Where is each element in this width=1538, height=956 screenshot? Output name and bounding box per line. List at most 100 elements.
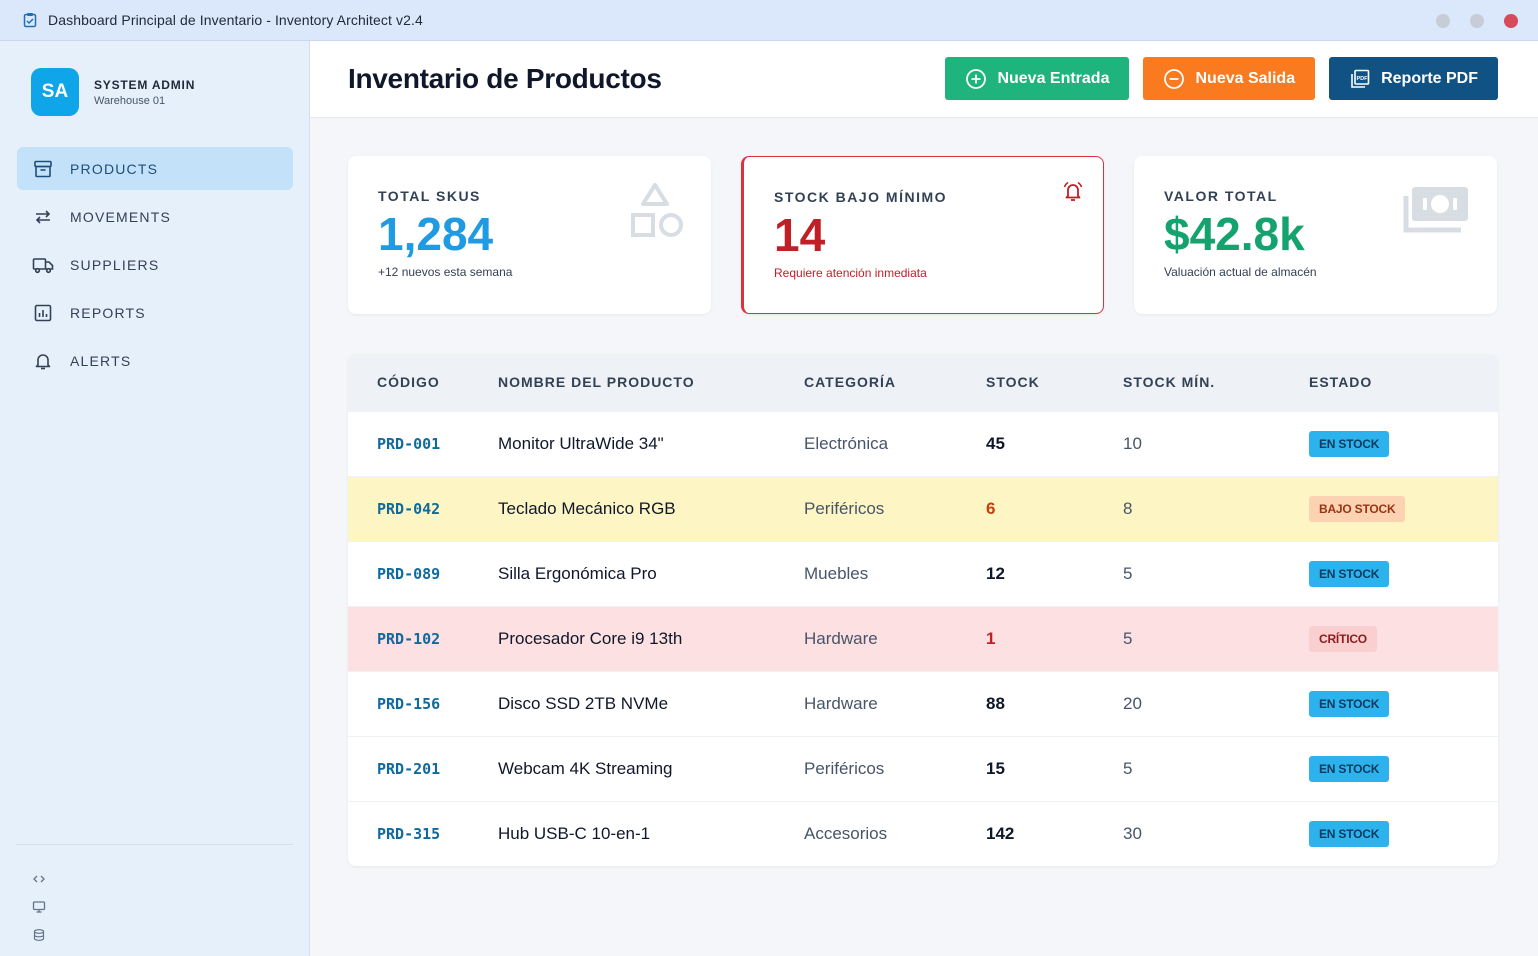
status-badge: EN STOCK	[1309, 560, 1390, 587]
status-badge: EN STOCK	[1309, 690, 1390, 717]
pdf-report-button[interactable]: PDF Reporte PDF	[1329, 57, 1498, 100]
status-badge: EN STOCK	[1309, 820, 1390, 847]
product-code[interactable]: PRD-156	[377, 694, 441, 713]
total-value-card[interactable]: VALOR TOTAL $42.8k Valuación actual de a…	[1134, 156, 1497, 314]
code-icon[interactable]	[32, 865, 293, 893]
total-skus-card[interactable]: TOTAL SKUS 1,284 +12 nuevos esta semana	[348, 156, 711, 314]
database-icon[interactable]	[32, 921, 293, 949]
product-name: Disco SSD 2TB NVMe	[498, 670, 804, 736]
sidebar-item-alerts[interactable]: ALERTS	[17, 339, 293, 382]
table-header-row: CÓDIGO NOMBRE DEL PRODUCTO CATEGORÍA STO…	[348, 354, 1498, 411]
product-min-stock: 5	[1123, 605, 1309, 671]
column-header-code[interactable]: CÓDIGO	[348, 354, 498, 411]
user-profile[interactable]: SA SYSTEM ADMIN Warehouse 01	[0, 41, 309, 125]
product-min-stock: 30	[1123, 800, 1309, 866]
bell-icon	[32, 350, 54, 372]
card-value: 1,284	[378, 208, 494, 260]
window-title: Dashboard Principal de Inventario - Inve…	[48, 12, 423, 28]
minimize-button[interactable]	[1436, 14, 1450, 28]
product-min-stock: 5	[1123, 735, 1309, 801]
sidebar-item-products[interactable]: PRODUCTS	[17, 147, 293, 190]
sidebar-item-movements[interactable]: MOVEMENTS	[17, 195, 293, 238]
product-code[interactable]: PRD-089	[377, 564, 441, 583]
sidebar-item-label: MOVEMENTS	[70, 208, 172, 225]
card-subtext: +12 nuevos esta semana	[378, 265, 513, 280]
table-row[interactable]: PRD-089 Silla Ergonómica Pro Muebles 12 …	[348, 540, 1498, 606]
product-name: Teclado Mecánico RGB	[498, 475, 804, 541]
minus-circle-icon	[1163, 68, 1185, 90]
pdf-report-label: Reporte PDF	[1381, 69, 1478, 87]
product-category: Accesorios	[804, 800, 986, 866]
sidebar-footer	[16, 844, 293, 949]
product-name: Hub USB-C 10-en-1	[498, 800, 804, 866]
product-name: Monitor UltraWide 34"	[498, 410, 804, 476]
sidebar-item-suppliers[interactable]: SUPPLIERS	[17, 243, 293, 286]
table-row[interactable]: PRD-001 Monitor UltraWide 34" Electrónic…	[348, 410, 1498, 476]
header-actions: Nueva Entrada Nueva Salida PDF Reporte P…	[945, 57, 1498, 100]
table-row[interactable]: PRD-156 Disco SSD 2TB NVMe Hardware 88 2…	[348, 670, 1498, 736]
sidebar-item-reports[interactable]: REPORTS	[17, 291, 293, 334]
status-badge: EN STOCK	[1309, 430, 1390, 457]
product-name: Silla Ergonómica Pro	[498, 540, 804, 606]
column-header-min-stock[interactable]: STOCK MÍN.	[1123, 354, 1309, 411]
card-value: 14	[774, 209, 826, 261]
alarm-bell-icon	[1061, 179, 1085, 208]
status-badge: BAJO STOCK	[1309, 495, 1406, 522]
new-entry-label: Nueva Entrada	[997, 69, 1110, 87]
user-location: Warehouse 01	[94, 94, 166, 107]
svg-text:PDF: PDF	[1357, 76, 1369, 82]
product-min-stock: 10	[1123, 410, 1309, 476]
low-stock-card[interactable]: STOCK BAJO MÍNIMO 14 Requiere atención i…	[741, 156, 1104, 314]
product-category: Periféricos	[804, 735, 986, 801]
product-stock: 142	[986, 800, 1123, 866]
card-label: TOTAL SKUS	[378, 188, 481, 204]
column-header-name[interactable]: NOMBRE DEL PRODUCTO	[498, 354, 804, 411]
product-code[interactable]: PRD-315	[377, 824, 441, 843]
table-row[interactable]: PRD-201 Webcam 4K Streaming Periféricos …	[348, 735, 1498, 801]
status-badge: EN STOCK	[1309, 755, 1390, 782]
new-entry-button[interactable]: Nueva Entrada	[945, 57, 1130, 100]
monitor-icon[interactable]	[32, 893, 293, 921]
card-subtext: Requiere atención inmediata	[774, 266, 927, 281]
clipboard-check-icon	[22, 12, 38, 28]
cash-icon	[1403, 182, 1471, 243]
page-title: Inventario de Productos	[348, 63, 662, 94]
column-header-stock[interactable]: STOCK	[986, 354, 1123, 411]
sidebar-item-label: PRODUCTS	[70, 160, 159, 177]
product-code[interactable]: PRD-001	[377, 434, 441, 453]
card-label: STOCK BAJO MÍNIMO	[774, 189, 948, 205]
swap-arrows-icon	[32, 206, 54, 228]
sidebar-item-label: SUPPLIERS	[70, 256, 160, 273]
product-min-stock: 5	[1123, 540, 1309, 606]
new-exit-button[interactable]: Nueva Salida	[1143, 57, 1316, 100]
summary-cards: TOTAL SKUS 1,284 +12 nuevos esta semana …	[348, 156, 1497, 314]
title-bar: Dashboard Principal de Inventario - Inve…	[0, 0, 1538, 41]
product-stock: 15	[986, 735, 1123, 801]
product-stock: 45	[986, 410, 1123, 476]
table-row[interactable]: PRD-042 Teclado Mecánico RGB Periféricos…	[348, 475, 1498, 541]
maximize-button[interactable]	[1470, 14, 1484, 28]
product-code[interactable]: PRD-201	[377, 759, 441, 778]
product-min-stock: 8	[1123, 475, 1309, 541]
product-stock: 88	[986, 670, 1123, 736]
page-header: Inventario de Productos Nueva Entrada Nu…	[310, 41, 1538, 118]
product-category: Hardware	[804, 605, 986, 671]
status-badge: CRÍTICO	[1309, 625, 1377, 652]
truck-icon	[32, 254, 54, 276]
column-header-status[interactable]: ESTADO	[1309, 354, 1498, 411]
table-row[interactable]: PRD-315 Hub USB-C 10-en-1 Accesorios 142…	[348, 800, 1498, 866]
main-content: Inventario de Productos Nueva Entrada Nu…	[310, 41, 1538, 956]
product-code[interactable]: PRD-042	[377, 499, 441, 518]
pdf-icon: PDF	[1349, 68, 1371, 90]
product-code[interactable]: PRD-102	[377, 629, 441, 648]
sidebar-item-label: ALERTS	[70, 352, 132, 369]
close-button[interactable]	[1504, 14, 1518, 28]
card-label: VALOR TOTAL	[1164, 188, 1278, 204]
plus-circle-icon	[965, 68, 987, 90]
sidebar-item-label: REPORTS	[70, 304, 146, 321]
table-row[interactable]: PRD-102 Procesador Core i9 13th Hardware…	[348, 605, 1498, 671]
product-min-stock: 20	[1123, 670, 1309, 736]
column-header-category[interactable]: CATEGORÍA	[804, 354, 986, 411]
product-category: Periféricos	[804, 475, 986, 541]
product-category: Electrónica	[804, 410, 986, 476]
